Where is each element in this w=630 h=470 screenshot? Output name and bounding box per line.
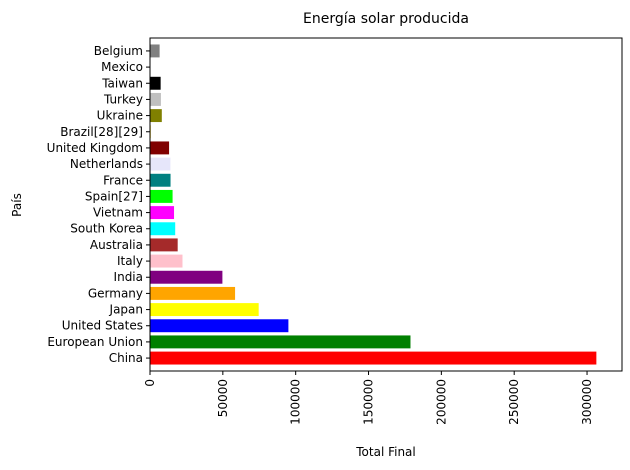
bar-australia xyxy=(150,238,178,252)
y-tick-label: Ukraine xyxy=(97,109,143,123)
x-tick-label: 100000 xyxy=(289,379,303,425)
bar-united-states xyxy=(150,319,289,333)
y-tick-label: Brazil[28][29] xyxy=(60,125,143,139)
bar-ukraine xyxy=(150,109,162,123)
y-tick-label: Japan xyxy=(109,303,143,317)
y-tick-label: Mexico xyxy=(101,60,143,74)
x-tick-label: 150000 xyxy=(362,379,376,425)
bar-vietnam xyxy=(150,206,175,220)
bar-belgium xyxy=(150,44,160,58)
bar-italy xyxy=(150,254,183,268)
bar-spain xyxy=(150,189,173,203)
bar-netherlands xyxy=(150,157,171,171)
x-tick-label: 300000 xyxy=(580,379,594,425)
y-tick-label: United States xyxy=(62,319,143,333)
y-tick-label: Taiwan xyxy=(101,76,143,90)
y-tick-label: European Union xyxy=(47,335,143,349)
y-tick-label: Italy xyxy=(117,254,143,268)
bar-france xyxy=(150,173,171,187)
chart-title: Energía solar producida xyxy=(303,11,469,27)
y-tick-label: South Korea xyxy=(70,222,143,236)
y-tick-label: Germany xyxy=(88,286,143,300)
y-tick-label: Netherlands xyxy=(70,157,143,171)
y-tick-label: China xyxy=(109,351,143,365)
y-tick-label: Australia xyxy=(90,238,143,252)
y-tick-label: India xyxy=(114,270,143,284)
bar-taiwan xyxy=(150,76,161,90)
x-tick-label: 250000 xyxy=(507,379,521,425)
bar-south-korea xyxy=(150,222,176,236)
bar-united-kingdom xyxy=(150,141,170,155)
x-axis-ticks: 0 50000 100000 150000 200000 250000 300000 xyxy=(143,371,594,425)
bars-group xyxy=(150,44,597,365)
bar-japan xyxy=(150,303,259,317)
y-tick-label: Turkey xyxy=(103,92,143,106)
x-tick-label: 50000 xyxy=(216,379,230,417)
x-axis-label: Total Final xyxy=(355,445,416,459)
y-axis-ticks: China European Union United States Japan Ger… xyxy=(47,44,150,365)
bar-india xyxy=(150,270,223,284)
y-tick-label: Vietnam xyxy=(93,206,143,220)
y-tick-label: United Kingdom xyxy=(47,141,143,155)
bar-germany xyxy=(150,286,236,300)
bar-turkey xyxy=(150,92,161,106)
x-tick-label: 200000 xyxy=(434,379,448,425)
y-axis-label: País xyxy=(10,193,24,217)
plot-frame xyxy=(149,37,623,372)
y-tick-label: Belgium xyxy=(94,44,143,58)
y-tick-label: France xyxy=(103,173,143,187)
bar-european-union xyxy=(150,335,411,349)
bar-china xyxy=(150,351,597,365)
x-tick-label: 0 xyxy=(143,379,157,387)
y-tick-label: Spain[27] xyxy=(85,189,143,203)
